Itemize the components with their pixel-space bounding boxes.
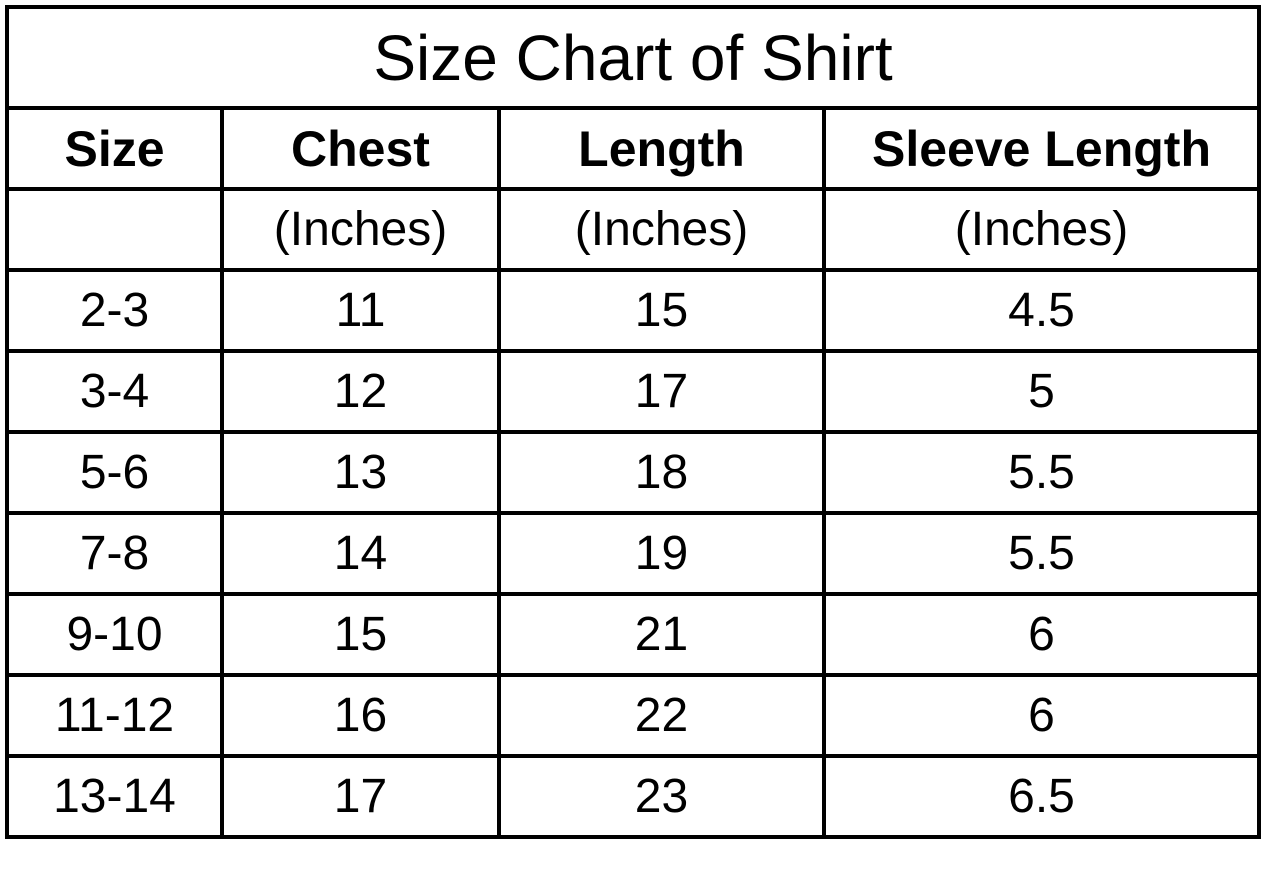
cell-sleeve-length: 6 xyxy=(822,592,1261,677)
cell-size: 2-3 xyxy=(5,268,224,353)
unit-row: (Inches) (Inches) (Inches) xyxy=(5,187,1261,272)
cell-length: 17 xyxy=(497,349,826,434)
header-length: Length xyxy=(497,106,826,191)
cell-chest: 16 xyxy=(220,673,501,758)
size-chart-table: Size Chart of Shirt Size Chest Length Sl… xyxy=(5,5,1261,839)
cell-length: 19 xyxy=(497,511,826,596)
table-row: 11-12 16 22 6 xyxy=(5,673,1261,758)
header-chest: Chest xyxy=(220,106,501,191)
cell-chest: 12 xyxy=(220,349,501,434)
cell-sleeve-length: 4.5 xyxy=(822,268,1261,353)
table-row: 9-10 15 21 6 xyxy=(5,592,1261,677)
header-sleeve-length: Sleeve Length xyxy=(822,106,1261,191)
unit-size xyxy=(5,187,224,272)
table-row: 7-8 14 19 5.5 xyxy=(5,511,1261,596)
cell-sleeve-length: 5.5 xyxy=(822,430,1261,515)
unit-chest: (Inches) xyxy=(220,187,501,272)
cell-size: 11-12 xyxy=(5,673,224,758)
cell-length: 21 xyxy=(497,592,826,677)
cell-size: 3-4 xyxy=(5,349,224,434)
table-row: 3-4 12 17 5 xyxy=(5,349,1261,434)
unit-length: (Inches) xyxy=(497,187,826,272)
cell-sleeve-length: 6 xyxy=(822,673,1261,758)
header-row: Size Chest Length Sleeve Length xyxy=(5,106,1261,191)
cell-chest: 14 xyxy=(220,511,501,596)
table-row: 13-14 17 23 6.5 xyxy=(5,754,1261,839)
cell-chest: 15 xyxy=(220,592,501,677)
cell-length: 18 xyxy=(497,430,826,515)
cell-size: 13-14 xyxy=(5,754,224,839)
cell-size: 9-10 xyxy=(5,592,224,677)
cell-sleeve-length: 5.5 xyxy=(822,511,1261,596)
cell-length: 23 xyxy=(497,754,826,839)
table-row: 5-6 13 18 5.5 xyxy=(5,430,1261,515)
unit-sleeve-length: (Inches) xyxy=(822,187,1261,272)
cell-length: 15 xyxy=(497,268,826,353)
cell-chest: 11 xyxy=(220,268,501,353)
cell-chest: 13 xyxy=(220,430,501,515)
table-title: Size Chart of Shirt xyxy=(5,5,1261,110)
cell-sleeve-length: 5 xyxy=(822,349,1261,434)
cell-length: 22 xyxy=(497,673,826,758)
cell-chest: 17 xyxy=(220,754,501,839)
cell-size: 5-6 xyxy=(5,430,224,515)
table-row: 2-3 11 15 4.5 xyxy=(5,268,1261,353)
header-size: Size xyxy=(5,106,224,191)
cell-size: 7-8 xyxy=(5,511,224,596)
cell-sleeve-length: 6.5 xyxy=(822,754,1261,839)
